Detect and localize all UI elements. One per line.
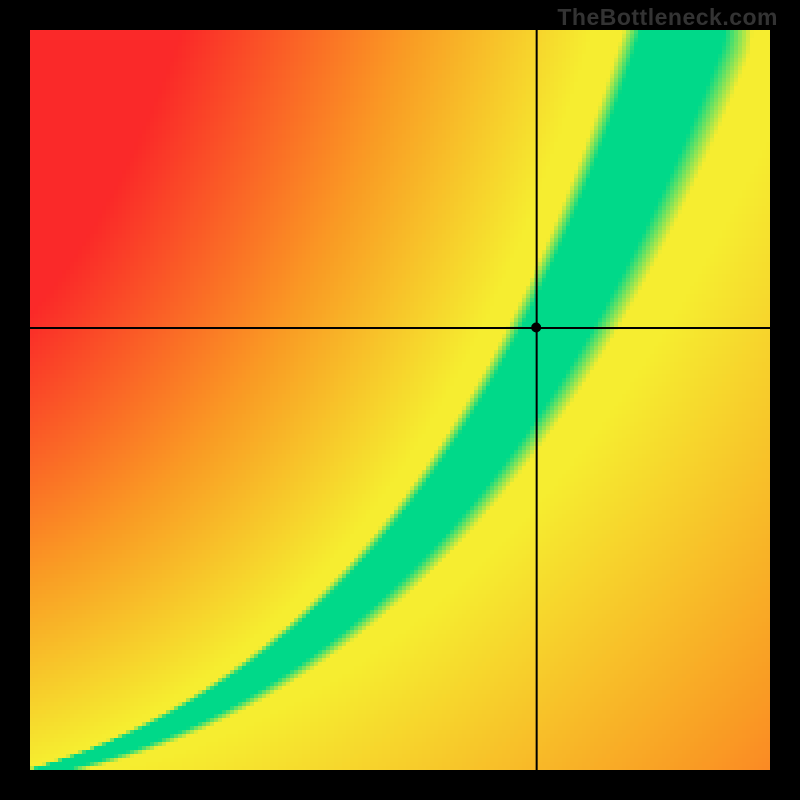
heatmap-canvas bbox=[30, 30, 770, 770]
watermark-text: TheBottleneck.com bbox=[557, 4, 778, 31]
chart-container: TheBottleneck.com bbox=[0, 0, 800, 800]
heatmap-plot bbox=[30, 30, 770, 770]
